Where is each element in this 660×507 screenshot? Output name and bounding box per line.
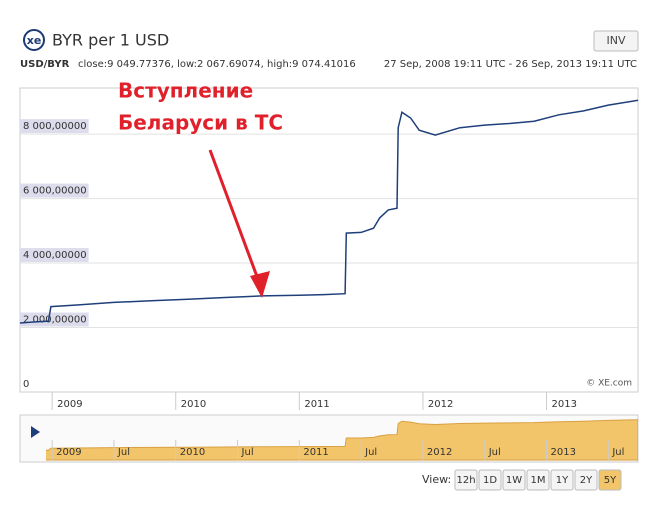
navigator-label: Jul xyxy=(241,447,254,458)
y-tick-bg xyxy=(20,119,89,134)
navigator-label: Jul xyxy=(488,447,501,458)
pair: USD/BYR xyxy=(20,59,70,70)
y-tick-label: 0 xyxy=(23,379,29,390)
y-tick-bg xyxy=(20,248,89,263)
inv-label[interactable]: INV xyxy=(607,34,626,47)
range-button-label[interactable]: 1W xyxy=(506,475,522,486)
inv-button[interactable] xyxy=(593,30,639,52)
range-button-label[interactable]: 12h xyxy=(456,475,475,486)
y-tick-label: 6 000,00000 xyxy=(23,186,87,197)
y-tick-label: 4 000,00000 xyxy=(23,250,87,261)
range-button-label[interactable]: 1D xyxy=(483,475,497,486)
logo: xe xyxy=(27,34,42,47)
navigator-label: Jul xyxy=(117,447,130,458)
range-button-label[interactable]: 1Y xyxy=(556,475,569,486)
navigator-label: Jul xyxy=(611,447,624,458)
range: 27 Sep, 2008 19:11 UTC - 26 Sep, 2013 19… xyxy=(384,59,637,70)
logo-ring xyxy=(23,29,45,51)
navigator-label: 2012 xyxy=(427,447,452,458)
range-button[interactable] xyxy=(550,469,574,491)
range-button[interactable] xyxy=(502,469,526,491)
navigator-label: 2010 xyxy=(180,447,205,458)
range-button-label[interactable]: 5Y xyxy=(604,475,617,486)
range-button[interactable] xyxy=(598,469,622,491)
annotation: Вступление xyxy=(118,79,253,103)
y-tick-label: 2 000,00000 xyxy=(23,315,87,326)
x-tick-label: 2011 xyxy=(304,399,329,410)
navigator-label: Jul xyxy=(364,447,377,458)
annotation: Беларуси в ТС xyxy=(118,111,283,135)
x-tick-label: 2010 xyxy=(181,399,206,410)
y-tick-bg xyxy=(20,312,89,327)
navigator-area xyxy=(46,419,638,461)
y-tick-label: 8 000,00000 xyxy=(23,121,87,132)
navigator-label: 2011 xyxy=(303,447,328,458)
range-button-label[interactable]: 2Y xyxy=(580,475,593,486)
line xyxy=(19,99,639,324)
range-button[interactable] xyxy=(478,469,502,491)
range-button[interactable] xyxy=(526,469,550,491)
range-button-label[interactable]: 1M xyxy=(531,475,546,486)
annotation-arrow xyxy=(208,149,264,291)
range-button[interactable] xyxy=(574,469,598,491)
play-button[interactable] xyxy=(31,426,40,438)
x-tick-label: 2013 xyxy=(552,399,577,410)
y-tick-bg xyxy=(20,183,89,198)
navigator-label: 2013 xyxy=(551,447,576,458)
annotation-arrowhead xyxy=(250,271,270,298)
view-label: View: xyxy=(422,473,451,486)
x-tick-label: 2012 xyxy=(428,399,453,410)
navigator-label: 2009 xyxy=(56,447,81,458)
plot-area xyxy=(19,87,639,393)
stats: close:9 049.77376, low:2 067.69074, high… xyxy=(78,59,356,70)
range-button[interactable] xyxy=(454,469,478,491)
watermark: © XE.com xyxy=(586,379,632,389)
x-tick-label: 2009 xyxy=(57,399,82,410)
title: BYR per 1 USD xyxy=(52,31,169,50)
